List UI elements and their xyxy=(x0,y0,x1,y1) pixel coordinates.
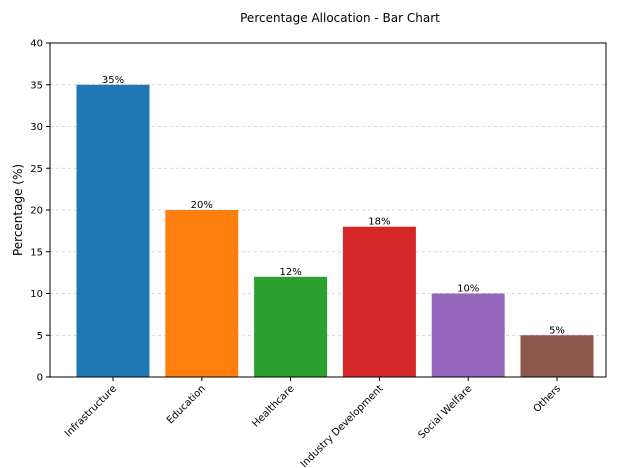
x-ticks: Infrastructure Education Healthcare Industr… xyxy=(63,377,563,468)
plot-frame xyxy=(49,42,607,378)
y-axis-label: Percentage (%) xyxy=(11,164,25,256)
x-tick-label: Social Welfare xyxy=(417,383,475,441)
y-ticks: 0 5 10 15 20 25 30 35 40 xyxy=(30,39,50,384)
bar-industry-development xyxy=(342,226,416,377)
data-label: 35% xyxy=(102,75,124,86)
data-labels: 35% 20% 12% 18% 10% 5% xyxy=(102,75,565,337)
y-tick-label: 10 xyxy=(30,289,43,300)
x-tick-label: Education xyxy=(165,383,208,426)
x-tick-label: Healthcare xyxy=(250,383,296,429)
bar-healthcare xyxy=(254,276,328,377)
y-tick-label: 35 xyxy=(30,80,43,91)
y-tick-label: 0 xyxy=(37,373,43,384)
y-tick-label: 5 xyxy=(37,331,43,342)
chart-title: Percentage Allocation - Bar Chart xyxy=(240,11,440,25)
data-label: 5% xyxy=(549,325,565,336)
bars xyxy=(76,84,594,377)
y-tick-label: 15 xyxy=(30,247,43,258)
data-label: 18% xyxy=(368,217,390,228)
y-tick-label: 40 xyxy=(30,39,43,50)
y-tick-label: 25 xyxy=(30,164,43,175)
data-label: 12% xyxy=(279,267,301,278)
y-tick-label: 20 xyxy=(30,206,43,217)
x-tick-label: Infrastructure xyxy=(63,383,119,439)
bar-others xyxy=(520,335,594,377)
bar-social-welfare xyxy=(431,293,505,377)
y-tick-label: 30 xyxy=(30,122,43,133)
bar-education xyxy=(165,210,239,377)
data-label: 20% xyxy=(191,200,213,211)
x-tick-label: Industry Development xyxy=(299,383,386,468)
bar-infrastructure xyxy=(76,84,150,377)
data-label: 10% xyxy=(457,284,479,295)
x-tick-label: Others xyxy=(532,383,564,415)
